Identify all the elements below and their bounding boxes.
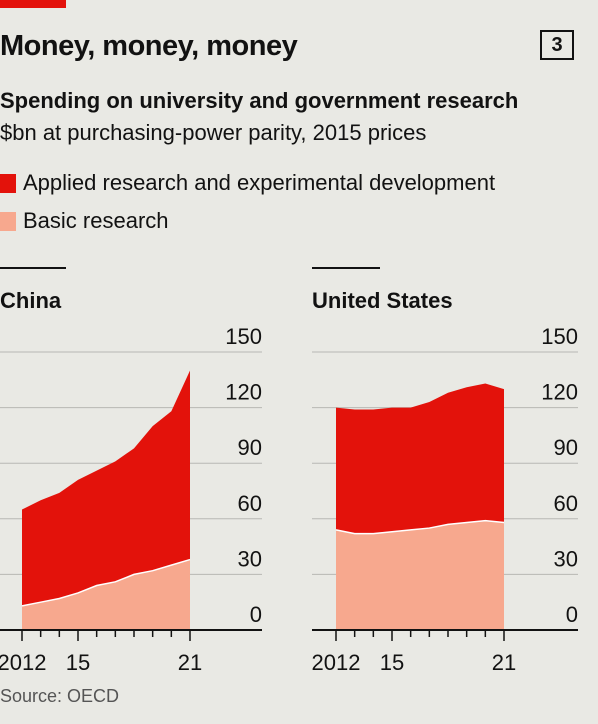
legend-item-applied: Applied research and experimental develo… (0, 170, 495, 196)
chart-number-badge: 3 (540, 30, 574, 60)
us-y-tick-label-90: 90 (554, 435, 578, 460)
us-y-tick-label-0: 0 (566, 602, 578, 627)
us-y-tick-label-30: 30 (554, 546, 578, 571)
us-x-tick-label-2012: 2012 (312, 650, 361, 675)
us-area-applied-research (336, 383, 504, 534)
china-x-tick-label-21: 21 (178, 650, 202, 675)
china-y-tick-label-0: 0 (250, 602, 262, 627)
china-series-boundary (21, 558, 191, 607)
china-y-tick-label-150: 150 (225, 324, 262, 349)
legend-swatch-basic (0, 211, 16, 231)
accent-bar (0, 0, 66, 8)
source-note: Source: OECD (0, 686, 120, 706)
us-series-boundary (335, 519, 505, 535)
china-x-tick-label-15: 15 (66, 650, 90, 675)
china-y-tick-label-90: 90 (238, 435, 262, 460)
us-y-tick-label-120: 120 (541, 380, 578, 405)
legend-swatch-applied (0, 173, 16, 193)
legend-item-basic: Basic research (0, 208, 169, 234)
chart-subtitle: Spending on university and government re… (0, 88, 519, 113)
legend-label-basic: Basic research (23, 208, 169, 233)
china-area-basic-research (22, 559, 190, 630)
us-x-tick-label-15: 15 (380, 650, 404, 675)
china-y-tick-label-60: 60 (238, 491, 262, 516)
us-x-tick-label-21: 21 (492, 650, 516, 675)
china-y-tick-label-30: 30 (238, 546, 262, 571)
china-x-tick-label-2012: 2012 (0, 650, 46, 675)
us-y-tick-label-60: 60 (554, 491, 578, 516)
china-panel-title: China (0, 288, 62, 313)
chart-title: Money, money, money (0, 30, 298, 62)
us-panel-title: United States (312, 288, 453, 313)
china-area-applied-research (22, 370, 190, 606)
us-area-basic-research (336, 520, 504, 630)
chart-units: $bn at purchasing-power parity, 2015 pri… (0, 120, 427, 145)
legend-label-applied: Applied research and experimental develo… (23, 170, 496, 195)
us-y-tick-label-150: 150 (541, 324, 578, 349)
china-y-tick-label-120: 120 (225, 380, 262, 405)
